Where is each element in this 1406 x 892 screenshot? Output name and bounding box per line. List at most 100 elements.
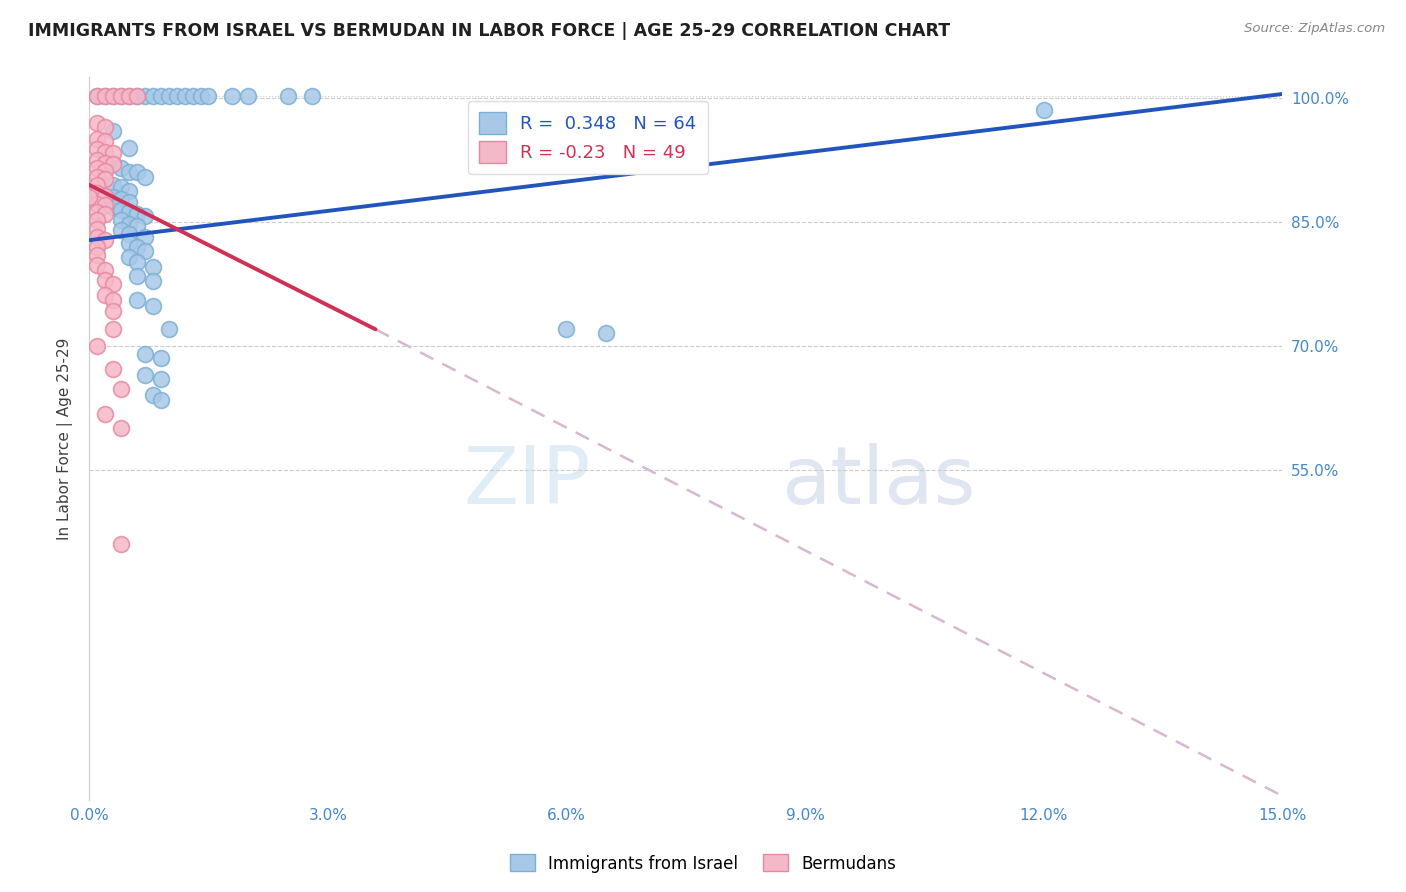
Point [142, 88, 165, 103]
Point [94, 145, 117, 159]
Point [101, 277, 124, 291]
Point [125, 88, 148, 103]
Point [101, 157, 124, 171]
Point [94, 172, 117, 186]
Point [101, 124, 124, 138]
Text: atlas: atlas [782, 443, 976, 521]
Point [110, 202, 132, 217]
Point [86, 205, 108, 219]
Point [134, 88, 156, 103]
Point [94, 155, 117, 169]
Point [197, 88, 219, 103]
Point [101, 304, 124, 318]
Point [134, 347, 156, 361]
Point [118, 205, 141, 219]
Point [125, 268, 148, 283]
Point [94, 198, 117, 212]
Point [118, 217, 141, 231]
Point [94, 188, 117, 202]
Point [166, 88, 188, 103]
Point [118, 88, 141, 103]
Point [125, 207, 148, 221]
Y-axis label: In Labor Force | Age 25-29: In Labor Force | Age 25-29 [58, 337, 73, 540]
Point [149, 392, 172, 407]
Point [118, 195, 141, 210]
Text: ZIP: ZIP [463, 443, 591, 521]
Point [134, 209, 156, 223]
Point [149, 351, 172, 366]
Point [142, 388, 165, 402]
Point [134, 169, 156, 184]
Point [134, 230, 156, 244]
Point [77, 190, 100, 204]
Point [86, 186, 108, 200]
Point [142, 275, 165, 289]
Point [101, 88, 124, 103]
Point [157, 88, 180, 103]
Point [94, 233, 117, 247]
Point [190, 88, 212, 103]
Point [94, 88, 117, 103]
Point [94, 134, 117, 148]
Point [149, 88, 172, 103]
Point [142, 260, 165, 275]
Point [173, 88, 195, 103]
Point [94, 88, 117, 103]
Point [110, 537, 132, 551]
Legend: R =  0.348   N = 64, R = -0.23   N = 49: R = 0.348 N = 64, R = -0.23 N = 49 [468, 101, 707, 174]
Point [221, 88, 243, 103]
Point [118, 250, 141, 264]
Point [86, 142, 108, 156]
Point [86, 248, 108, 262]
Point [110, 421, 132, 435]
Point [118, 141, 141, 155]
Point [110, 382, 132, 396]
Point [86, 132, 108, 146]
Point [101, 322, 124, 336]
Point [94, 207, 117, 221]
Point [110, 192, 132, 206]
Point [555, 322, 578, 336]
Point [86, 178, 108, 192]
Point [86, 230, 108, 244]
Point [134, 368, 156, 382]
Point [238, 88, 260, 103]
Point [86, 153, 108, 167]
Point [125, 165, 148, 179]
Point [101, 190, 124, 204]
Point [277, 88, 299, 103]
Point [181, 88, 204, 103]
Point [101, 200, 124, 214]
Point [86, 213, 108, 227]
Point [118, 227, 141, 241]
Point [301, 88, 323, 103]
Point [94, 407, 117, 421]
Point [94, 163, 117, 178]
Point [125, 240, 148, 254]
Point [101, 362, 124, 376]
Point [86, 169, 108, 184]
Point [86, 339, 108, 353]
Point [110, 223, 132, 237]
Point [101, 88, 124, 103]
Point [118, 235, 141, 250]
Point [86, 116, 108, 130]
Point [149, 372, 172, 386]
Point [94, 263, 117, 277]
Point [110, 88, 132, 103]
Point [110, 180, 132, 194]
Point [86, 88, 108, 103]
Point [118, 184, 141, 198]
Point [94, 120, 117, 134]
Point [118, 88, 141, 103]
Text: Source: ZipAtlas.com: Source: ZipAtlas.com [1244, 22, 1385, 36]
Point [125, 88, 148, 103]
Point [134, 244, 156, 258]
Point [595, 326, 617, 341]
Text: IMMIGRANTS FROM ISRAEL VS BERMUDAN IN LABOR FORCE | AGE 25-29 CORRELATION CHART: IMMIGRANTS FROM ISRAEL VS BERMUDAN IN LA… [28, 22, 950, 40]
Point [86, 196, 108, 211]
Point [125, 293, 148, 308]
Point [110, 88, 132, 103]
Point [86, 88, 108, 103]
Point [125, 219, 148, 233]
